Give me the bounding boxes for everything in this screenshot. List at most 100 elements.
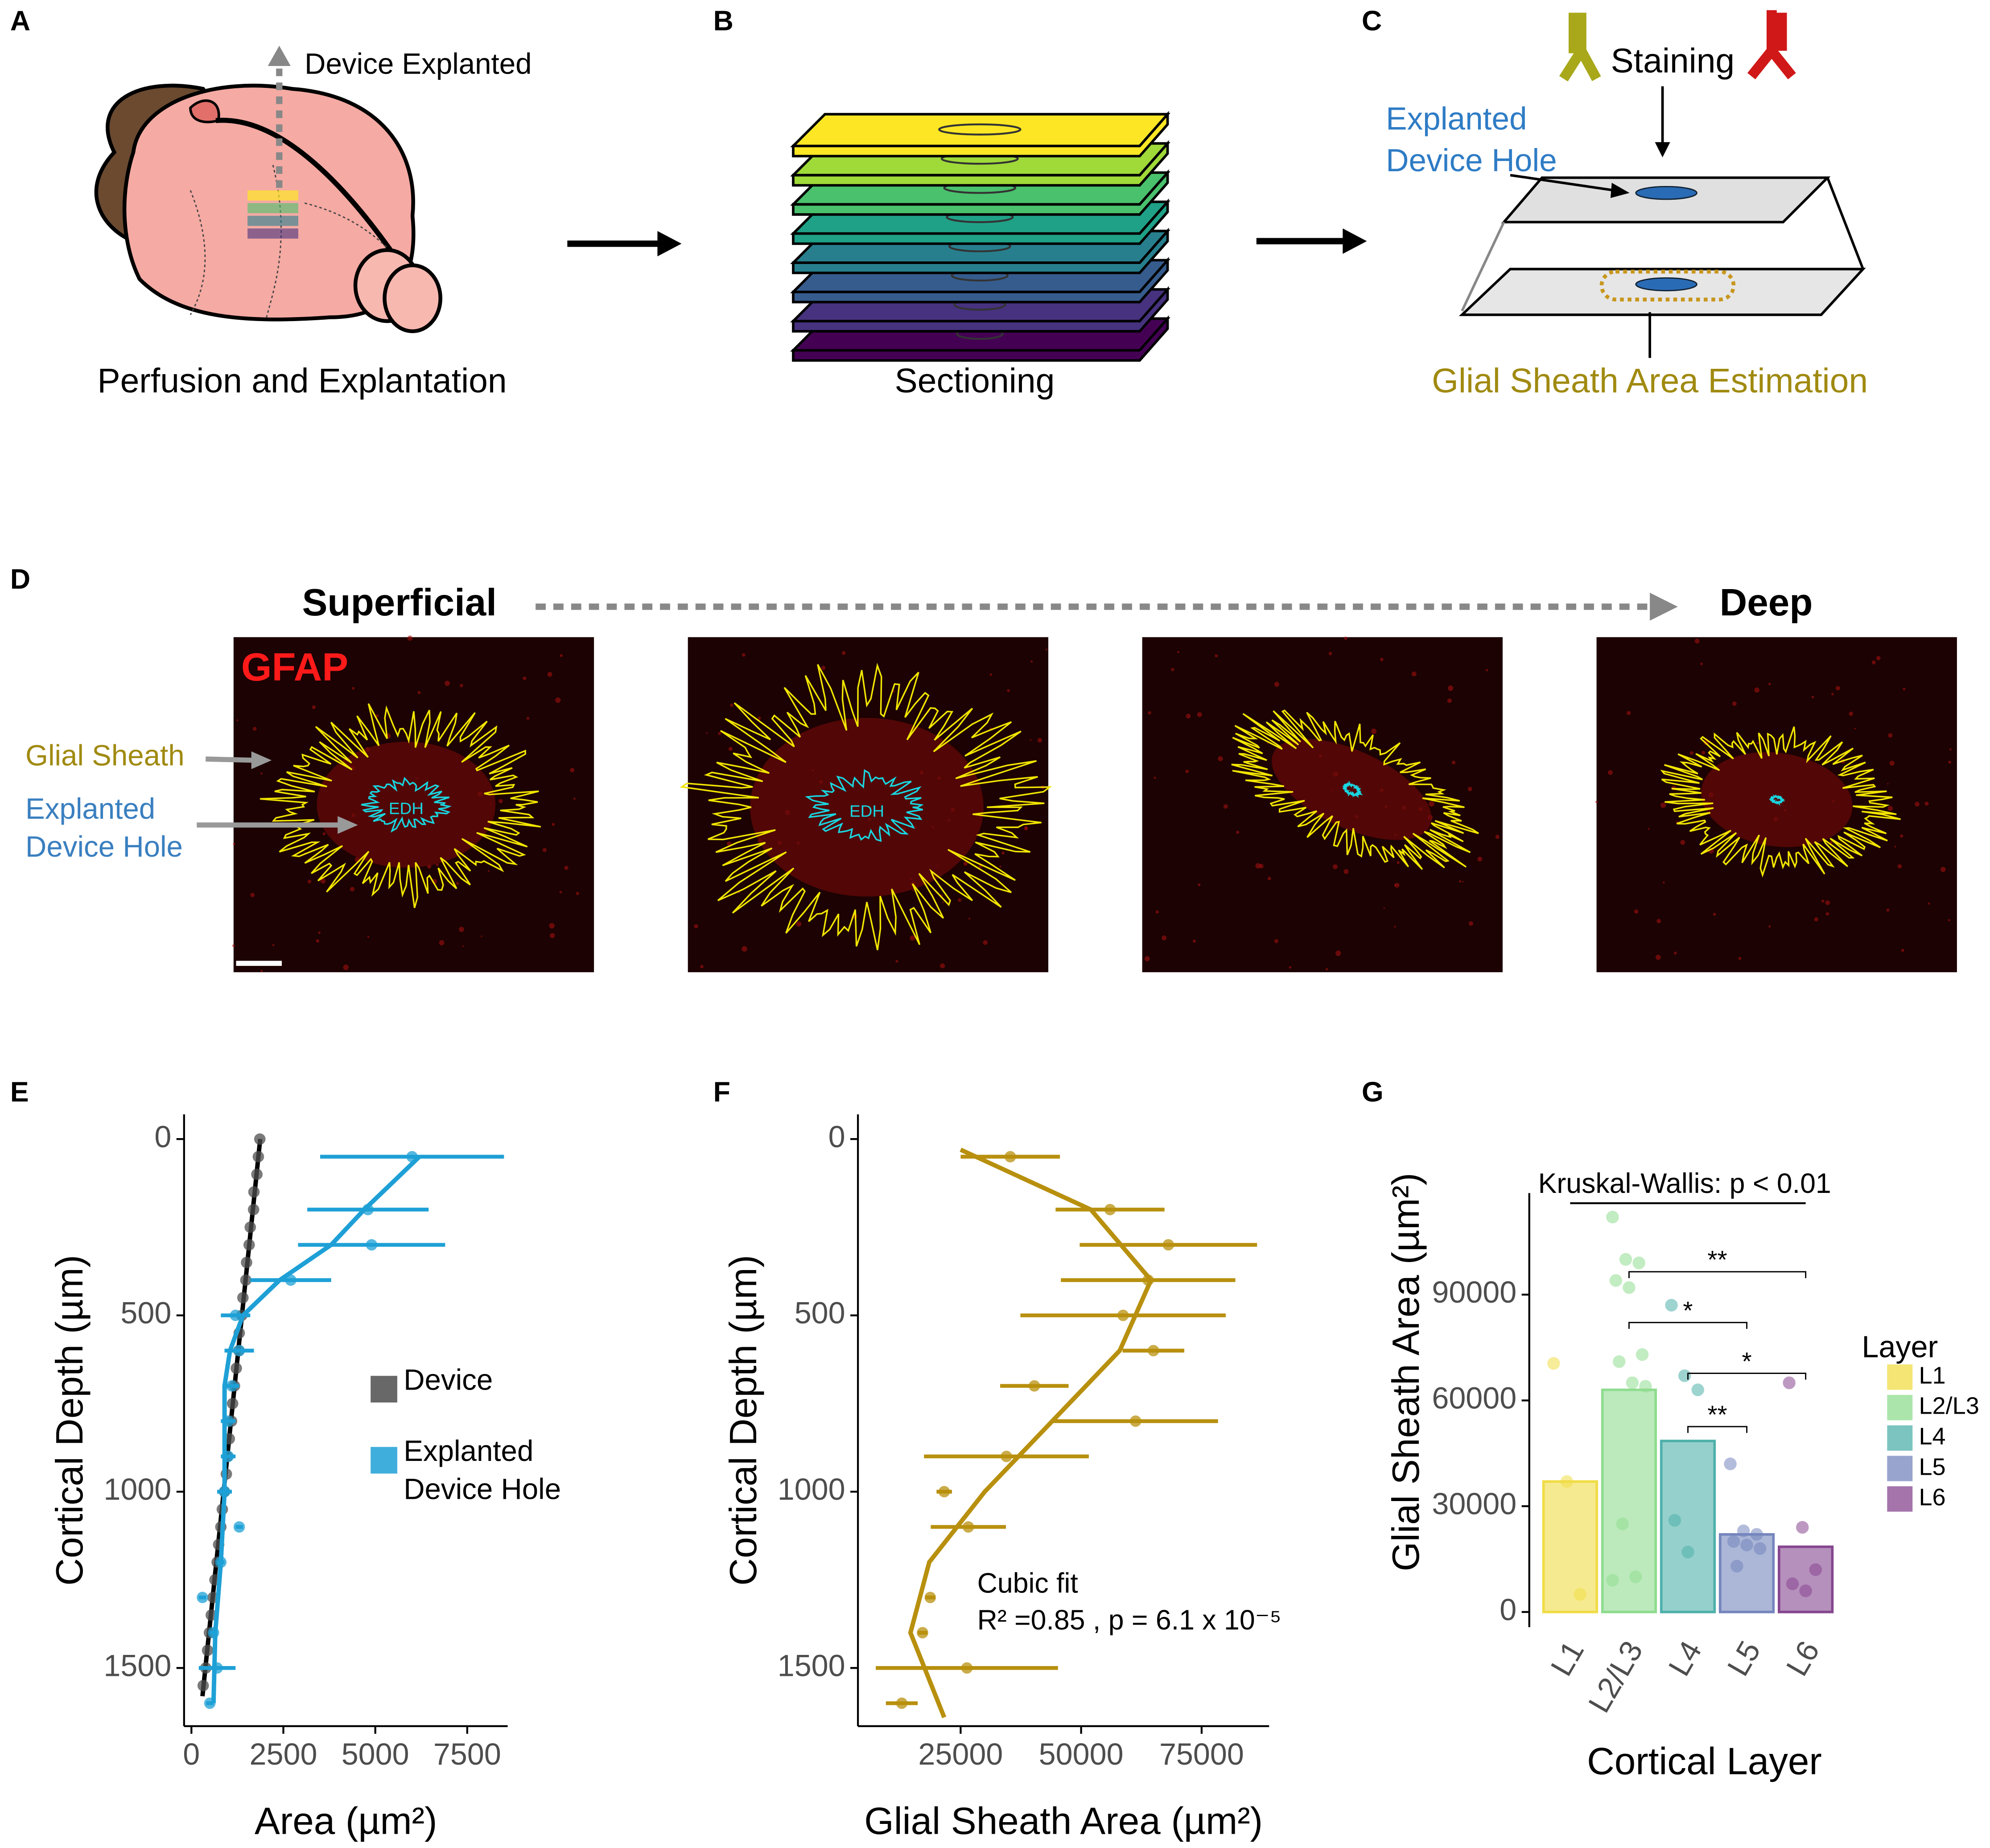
speck — [1899, 834, 1903, 838]
speck — [1825, 912, 1829, 916]
annotation: Explanted Device Hole — [25, 792, 183, 863]
legend-title: Layer — [1862, 1330, 1938, 1364]
glow — [317, 742, 496, 868]
speck — [1325, 968, 1328, 971]
point — [1162, 1239, 1174, 1251]
speck — [796, 921, 802, 927]
y-tick-label: 0 — [154, 1120, 171, 1154]
point — [1629, 1570, 1642, 1583]
legend-swatch — [371, 1376, 397, 1402]
speck — [1689, 751, 1693, 755]
speck — [1343, 869, 1349, 874]
point — [254, 1133, 266, 1145]
significance-bracket — [1687, 1373, 1807, 1380]
y-tick-label: 1500 — [103, 1649, 171, 1683]
speck — [706, 732, 708, 734]
speck — [1901, 949, 1904, 952]
speck — [989, 673, 993, 676]
speck — [1462, 881, 1464, 883]
point — [406, 1151, 418, 1163]
panel-letter: C — [1362, 5, 1382, 37]
speck — [1656, 919, 1661, 924]
point — [1606, 1574, 1619, 1587]
point — [197, 1592, 208, 1603]
hole-outline — [361, 776, 452, 833]
significance-bracket — [1628, 1322, 1747, 1329]
speck — [1924, 801, 1929, 806]
bar — [1778, 1545, 1834, 1613]
point — [1613, 1355, 1626, 1368]
point — [1001, 1451, 1012, 1462]
point — [207, 1627, 219, 1639]
y-tick-label: 0 — [828, 1120, 845, 1154]
speck — [1332, 864, 1338, 870]
speck — [1768, 925, 1771, 928]
point — [1560, 1475, 1574, 1488]
speck — [1627, 711, 1631, 715]
speck — [550, 933, 555, 938]
annotation: Staining — [1611, 42, 1735, 80]
speck — [1198, 883, 1201, 887]
caption: Glial Sheath Area Estimation — [1432, 362, 1868, 400]
significance-label: ** — [1707, 1246, 1727, 1274]
speck — [1186, 714, 1191, 719]
speck — [1495, 834, 1500, 839]
point — [1796, 1521, 1809, 1534]
point — [1737, 1524, 1750, 1538]
speck — [1949, 748, 1952, 751]
speck — [1274, 939, 1278, 943]
legend-label: L5 — [1919, 1453, 1945, 1480]
point — [237, 1292, 249, 1304]
speck — [1215, 654, 1218, 657]
x-tick-label: 75000 — [1159, 1737, 1244, 1771]
speck — [1835, 686, 1840, 691]
point — [206, 1609, 217, 1621]
y-tick-label: 0 — [1500, 1593, 1516, 1627]
point — [1724, 1457, 1737, 1470]
speck — [312, 705, 316, 710]
speck — [1218, 756, 1223, 761]
speck — [564, 866, 569, 870]
point — [240, 1274, 252, 1286]
point — [1730, 1559, 1743, 1573]
speck — [549, 923, 555, 929]
speck — [1829, 841, 1833, 844]
speck — [983, 940, 988, 945]
speck — [910, 935, 915, 941]
y-tick-label: 1000 — [778, 1473, 845, 1506]
y-tick-label: 1000 — [103, 1473, 171, 1506]
staining-illustration — [1459, 10, 1866, 358]
panel-letter: F — [713, 1077, 730, 1108]
point — [222, 1451, 234, 1462]
legend-swatch — [1887, 1456, 1913, 1481]
brain-illustration — [94, 45, 442, 334]
point — [241, 1257, 252, 1268]
significance-label: * — [1742, 1347, 1751, 1376]
legend-label: L1 — [1919, 1362, 1945, 1389]
speck — [1448, 685, 1454, 691]
speck — [1831, 693, 1834, 696]
speck — [1732, 701, 1737, 706]
speck — [1849, 711, 1854, 716]
speck — [1854, 728, 1856, 730]
speck — [1267, 877, 1271, 880]
speck — [526, 717, 530, 720]
y-tick-label: 30000 — [1432, 1487, 1516, 1521]
speck — [940, 963, 945, 969]
legend-swatch — [1887, 1394, 1913, 1420]
x-tick-label: L5 — [1721, 1635, 1767, 1682]
speck — [1001, 851, 1005, 855]
speck — [1928, 902, 1930, 905]
caption: Perfusion and Explantation — [97, 362, 507, 400]
x-tick-label: 7500 — [433, 1737, 501, 1771]
speck — [1886, 908, 1890, 912]
point — [215, 1556, 227, 1568]
speck — [445, 681, 450, 686]
speck — [560, 654, 563, 657]
speck — [1468, 921, 1473, 926]
speck — [1171, 668, 1174, 671]
point — [231, 1362, 242, 1374]
speck — [1940, 866, 1946, 872]
sheath-outline — [260, 703, 541, 908]
